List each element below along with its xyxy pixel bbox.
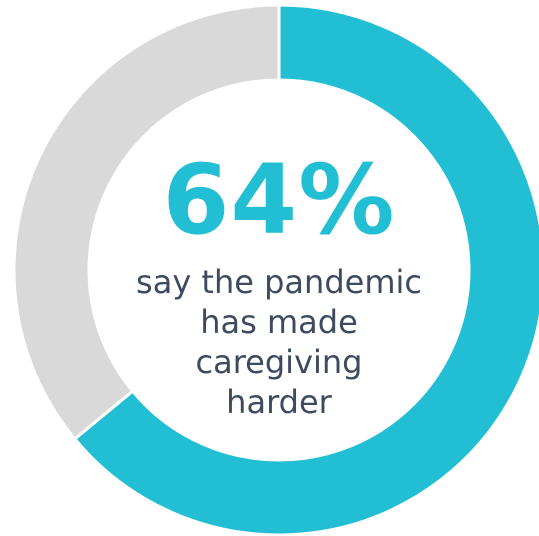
donut-slice-2	[12, 3, 281, 442]
caption-line-4: harder	[226, 383, 332, 421]
caption-line-2: has made	[200, 303, 358, 341]
caption-line-3: caregiving	[195, 343, 363, 381]
caption-line-1: say the pandemic	[136, 263, 422, 301]
center-label: 64% say the pandemic has made caregiving…	[89, 150, 469, 422]
center-value: 64%	[162, 144, 396, 256]
donut-slice-1	[72, 3, 539, 536]
center-caption: say the pandemic has made caregiving har…	[89, 262, 469, 422]
